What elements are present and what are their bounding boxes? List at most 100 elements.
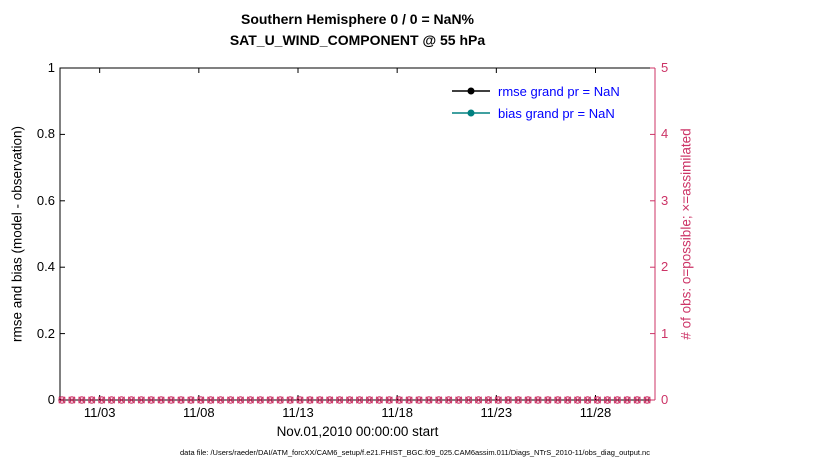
assimilated-marker	[157, 396, 165, 404]
assimilated-marker	[584, 396, 592, 404]
assimilated-marker	[623, 396, 631, 404]
possible-marker	[68, 396, 76, 404]
possible-marker	[603, 396, 612, 404]
possible-marker	[286, 396, 294, 404]
assimilated-marker	[455, 396, 463, 404]
y-right-tick-label: 5	[661, 60, 669, 75]
assimilated-marker	[435, 396, 443, 404]
assimilated-marker	[197, 396, 205, 404]
possible-marker	[633, 396, 641, 404]
assimilated-marker	[78, 396, 86, 404]
assimilated-marker	[137, 396, 145, 404]
possible-marker	[583, 396, 592, 404]
legend: rmse grand pr = NaN bias grand pr = NaN	[452, 80, 620, 124]
assimilated-marker	[534, 396, 542, 404]
legend-label-bias: bias grand pr = NaN	[498, 105, 615, 121]
x-tick-label: 11/23	[480, 405, 513, 420]
possible-marker	[316, 396, 324, 404]
possible-marker	[147, 396, 155, 404]
possible-marker	[375, 396, 384, 404]
assimilated-marker	[554, 396, 562, 404]
assimilated-marker	[494, 396, 502, 404]
assimilated-marker	[117, 396, 126, 404]
assimilated-marker	[326, 396, 334, 404]
possible-marker	[544, 396, 552, 404]
assimilated-marker	[593, 396, 602, 404]
legend-label-rmse: rmse grand pr = NaN	[498, 83, 620, 99]
data-file-caption: data file: /Users/raeder/DAI/ATM_forcXX/…	[180, 448, 650, 457]
assimilated-marker	[68, 396, 76, 404]
assimilated-marker	[276, 396, 284, 404]
assimilated-marker	[365, 396, 373, 404]
assimilated-marker	[346, 396, 354, 404]
possible-marker	[177, 396, 185, 404]
possible-marker	[97, 396, 106, 404]
assimilated-marker	[306, 396, 314, 404]
y-right-tick-label: 0	[661, 392, 669, 407]
y-right-tick-label: 4	[661, 126, 669, 142]
possible-marker	[236, 396, 245, 404]
possible-marker	[266, 396, 274, 404]
possible-marker	[306, 396, 314, 404]
assimilated-marker	[336, 396, 344, 404]
possible-marker	[534, 396, 542, 404]
possible-marker	[107, 396, 116, 404]
assimilated-marker	[603, 396, 611, 404]
possible-marker	[197, 396, 205, 404]
chart-title-line2: SAT_U_WIND_COMPONENT @ 55 hPa	[229, 32, 486, 48]
assimilated-marker	[514, 396, 522, 404]
possible-marker	[405, 396, 413, 404]
possible-marker	[395, 396, 403, 404]
assimilated-marker	[395, 396, 403, 404]
assimilated-marker	[256, 396, 264, 404]
possible-marker	[117, 396, 126, 404]
x-tick-label: 11/18	[381, 405, 413, 420]
assimilated-marker	[415, 396, 423, 404]
obs-count-markers	[58, 396, 651, 404]
possible-marker	[355, 396, 364, 404]
assimilated-marker	[88, 396, 96, 404]
y-left-tick-label: 0.2	[36, 325, 55, 341]
chart-title: Southern Hemisphere 0 / 0 = NaN% SAT_U_W…	[60, 9, 655, 51]
possible-marker	[167, 396, 175, 404]
possible-marker	[187, 396, 195, 404]
possible-marker	[87, 396, 96, 404]
possible-marker	[365, 396, 374, 404]
assimilated-marker	[127, 396, 135, 404]
assimilated-marker	[465, 396, 473, 404]
assimilated-marker	[544, 396, 552, 404]
assimilated-marker	[633, 396, 641, 404]
possible-marker	[226, 396, 235, 404]
legend-swatch-rmse	[452, 87, 490, 95]
x-tick-label: 11/03	[83, 405, 116, 420]
possible-marker	[563, 396, 572, 404]
possible-marker	[335, 396, 344, 404]
possible-marker	[206, 396, 215, 404]
possible-marker	[593, 396, 602, 404]
y-axis-label-left: rmse and bias (model - observation)	[9, 125, 25, 343]
assimilated-marker	[425, 396, 433, 404]
assimilated-marker	[613, 396, 621, 404]
possible-marker	[216, 396, 225, 404]
y-right-tick-label: 1	[661, 325, 669, 341]
assimilated-marker	[474, 396, 483, 404]
assimilated-marker	[286, 396, 294, 404]
possible-marker	[474, 396, 483, 404]
y-left-tick-label: 0.4	[36, 259, 55, 275]
possible-marker	[494, 396, 503, 404]
y-left-tick-label: 0.6	[36, 192, 55, 208]
assimilated-marker	[58, 396, 66, 404]
chart-title-line1: Southern Hemisphere 0 / 0 = NaN%	[240, 11, 475, 27]
assimilated-marker	[108, 396, 116, 404]
possible-marker	[246, 396, 255, 404]
possible-marker	[435, 396, 443, 404]
assimilated-marker	[445, 396, 453, 404]
possible-marker	[256, 396, 265, 404]
possible-marker	[415, 396, 423, 404]
possible-marker	[325, 396, 334, 404]
possible-marker	[296, 396, 304, 404]
possible-marker	[385, 396, 393, 404]
assimilated-marker	[207, 396, 215, 404]
assimilated-marker	[564, 396, 572, 404]
possible-marker	[514, 396, 522, 404]
